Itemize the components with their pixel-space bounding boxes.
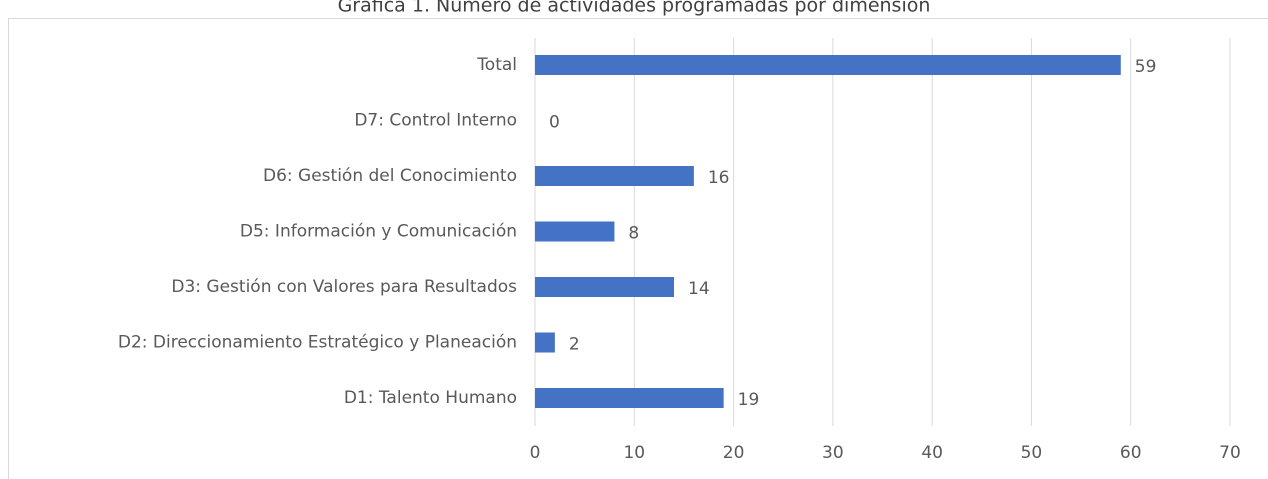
bar: [535, 277, 674, 297]
data-label: 16: [708, 168, 730, 188]
data-label: 59: [1135, 57, 1157, 77]
y-tick-label: D3: Gestión con Valores para Resultados: [171, 277, 517, 297]
data-label: 2: [569, 335, 580, 355]
y-tick-label: D2: Direccionamiento Estratégico y Plane…: [118, 333, 517, 353]
x-tick-label: 70: [1219, 443, 1241, 463]
y-tick-label: D7: Control Interno: [354, 111, 517, 131]
data-label: 14: [688, 279, 710, 299]
x-tick-label: 50: [1021, 443, 1043, 463]
bar: [535, 166, 694, 186]
y-tick-label: D6: Gestión del Conocimiento: [263, 166, 517, 186]
y-tick-label: D1: Talento Humano: [344, 388, 517, 408]
bar: [535, 55, 1121, 75]
x-tick-label: 20: [723, 443, 745, 463]
y-tick-label: Total: [476, 55, 517, 75]
x-tick-label: 40: [921, 443, 943, 463]
x-tick-label: 30: [822, 443, 844, 463]
bar: [535, 388, 724, 408]
x-tick-label: 0: [530, 443, 541, 463]
x-tick-label: 60: [1120, 443, 1142, 463]
y-tick-label: D5: Información y Comunicación: [240, 222, 517, 242]
bar: [535, 332, 555, 353]
chart-title: Gráfica 1. Número de actividades program…: [338, 0, 931, 17]
data-label: 19: [738, 390, 760, 410]
data-label: 8: [628, 224, 639, 244]
x-tick-label: 10: [623, 443, 645, 463]
data-label: 0: [549, 113, 560, 133]
bar: [535, 221, 615, 242]
chart-frame: [8, 18, 1268, 479]
